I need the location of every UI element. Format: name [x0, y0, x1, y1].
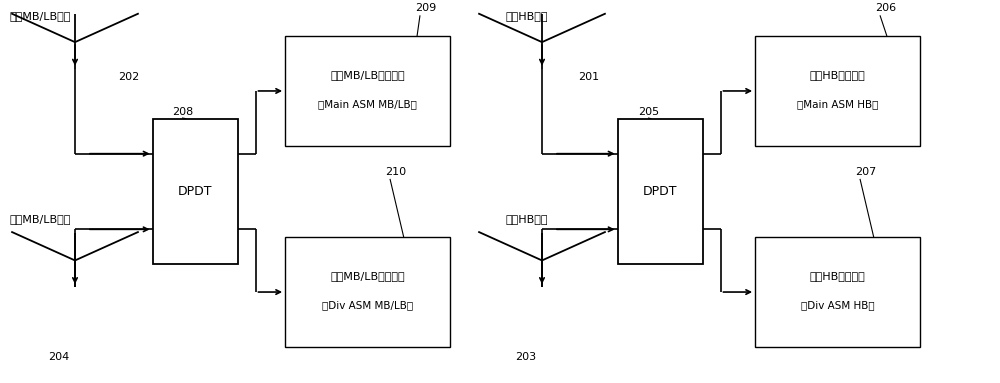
Text: 主集HB开关模块: 主集HB开关模块	[810, 70, 865, 80]
Text: 205: 205	[638, 107, 659, 117]
Text: 210: 210	[385, 167, 406, 177]
Bar	[152, 119, 238, 264]
Text: 分集MB/LB天线: 分集MB/LB天线	[10, 214, 71, 224]
Text: 分集MB/LB开关模块: 分集MB/LB开关模块	[330, 271, 405, 281]
Text: DPDT: DPDT	[178, 185, 212, 198]
Text: 201: 201	[578, 72, 599, 82]
Text: 208: 208	[172, 107, 193, 117]
Text: （Main ASM MB/LB）: （Main ASM MB/LB）	[318, 99, 417, 110]
Text: （Main ASM HB）: （Main ASM HB）	[797, 99, 878, 110]
Bar	[618, 119, 702, 264]
Bar	[285, 237, 450, 347]
Text: 主集HB天线: 主集HB天线	[505, 11, 548, 21]
Text: 主集MB/LB开关模块: 主集MB/LB开关模块	[330, 70, 405, 80]
Text: DPDT: DPDT	[643, 185, 677, 198]
Text: 207: 207	[855, 167, 876, 177]
Text: 202: 202	[118, 72, 139, 82]
Text: 203: 203	[515, 352, 536, 362]
Bar	[755, 36, 920, 146]
Bar	[755, 237, 920, 347]
Bar	[285, 36, 450, 146]
Text: 分集HB天线: 分集HB天线	[505, 214, 548, 224]
Text: 主集MB/LB天线: 主集MB/LB天线	[10, 11, 71, 21]
Text: （Div ASM MB/LB）: （Div ASM MB/LB）	[322, 300, 413, 311]
Text: 209: 209	[415, 3, 436, 13]
Text: 206: 206	[875, 3, 896, 13]
Text: 分集HB开关模块: 分集HB开关模块	[810, 271, 865, 281]
Text: （Div ASM HB）: （Div ASM HB）	[801, 300, 874, 311]
Text: 204: 204	[48, 352, 69, 362]
